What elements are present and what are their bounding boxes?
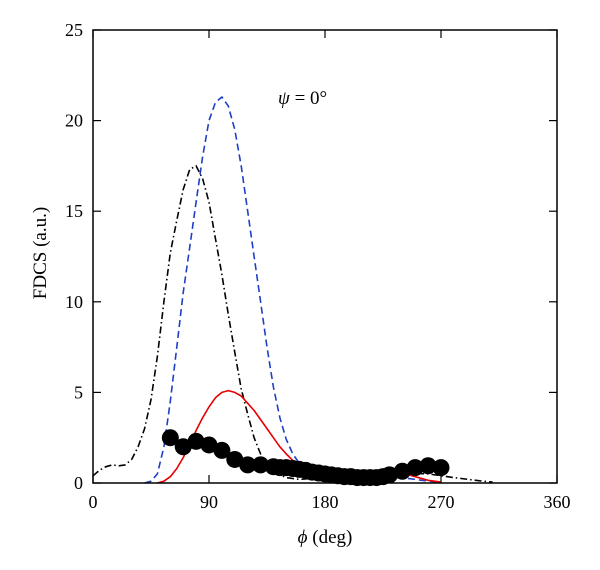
y-tick-label: 0: [74, 473, 83, 493]
x-axis-title: ϕ (deg): [298, 527, 353, 548]
data-point-marker: [174, 438, 192, 456]
data-point-marker: [406, 459, 424, 477]
data-point-marker: [226, 450, 244, 468]
data-point-marker: [161, 429, 179, 447]
x-axis-unit: (deg): [308, 527, 353, 548]
psi-symbol: ψ: [278, 88, 291, 109]
x-tick-label: 180: [312, 492, 339, 512]
marker-series: [161, 429, 450, 487]
data-point-marker: [213, 441, 231, 459]
x-tick-label: 360: [544, 492, 571, 512]
psi-value: = 0°: [290, 88, 327, 109]
axis-tick-labels: 0 90 180 270 360 0 5 10 15 20 25: [65, 20, 571, 512]
dashed-series-line: [144, 96, 442, 484]
y-axis-title: FDCS (a.u.): [30, 207, 51, 299]
x-tick-label: 0: [89, 492, 98, 512]
y-tick-label: 15: [65, 201, 83, 221]
y-tick-label: 10: [65, 292, 83, 312]
data-point-marker: [432, 459, 450, 477]
data-point-marker: [239, 456, 257, 474]
data-point-marker: [393, 462, 411, 480]
data-point-marker: [252, 456, 270, 474]
x-tick-label: 270: [428, 492, 455, 512]
y-tick-label: 25: [65, 20, 83, 40]
data-point-marker: [419, 457, 437, 475]
dash-dot-series-line: [92, 165, 493, 483]
y-tick-label: 20: [65, 111, 83, 131]
plot-marks: [92, 96, 493, 487]
axis-ticks: [92, 29, 558, 484]
data-point-marker: [380, 466, 398, 484]
x-tick-label: 90: [200, 492, 218, 512]
y-tick-label: 5: [74, 382, 83, 402]
psi-annotation: ψ = 0°: [278, 88, 327, 109]
data-point-marker: [200, 436, 218, 454]
phi-symbol: ϕ: [298, 527, 308, 548]
data-point-marker: [187, 432, 205, 450]
